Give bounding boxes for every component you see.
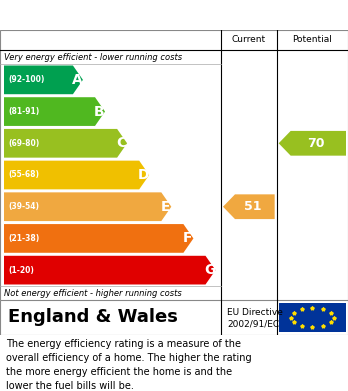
Text: The energy efficiency rating is a measure of the
overall efficiency of a home. T: The energy efficiency rating is a measur… [6,339,252,391]
Text: (92-100): (92-100) [8,75,45,84]
Polygon shape [4,97,105,126]
Text: F: F [183,231,192,246]
Text: England & Wales: England & Wales [8,308,178,326]
Text: 51: 51 [244,200,262,213]
Text: Not energy efficient - higher running costs: Not energy efficient - higher running co… [4,289,182,298]
Text: Potential: Potential [292,36,332,45]
Text: (69-80): (69-80) [8,139,39,148]
Text: (39-54): (39-54) [8,202,39,211]
Polygon shape [4,161,149,189]
Text: 2002/91/EC: 2002/91/EC [227,319,279,328]
Polygon shape [4,192,171,221]
Text: E: E [160,200,170,214]
Polygon shape [4,66,83,94]
Polygon shape [279,131,346,156]
Text: EU Directive: EU Directive [227,308,283,317]
Text: Current: Current [232,36,266,45]
Text: (21-38): (21-38) [8,234,39,243]
Text: (1-20): (1-20) [8,265,34,274]
Text: B: B [94,104,104,118]
Text: D: D [137,168,149,182]
Text: 70: 70 [308,137,325,150]
Text: (55-68): (55-68) [8,170,39,179]
Text: A: A [72,73,82,87]
Polygon shape [4,224,193,253]
Text: (81-91): (81-91) [8,107,39,116]
Polygon shape [223,194,275,219]
Polygon shape [4,129,127,158]
FancyBboxPatch shape [279,303,346,332]
Text: C: C [116,136,126,150]
Text: G: G [204,263,215,277]
Polygon shape [4,256,215,285]
Text: Very energy efficient - lower running costs: Very energy efficient - lower running co… [4,52,182,61]
Text: Energy Efficiency Rating: Energy Efficiency Rating [10,7,220,23]
